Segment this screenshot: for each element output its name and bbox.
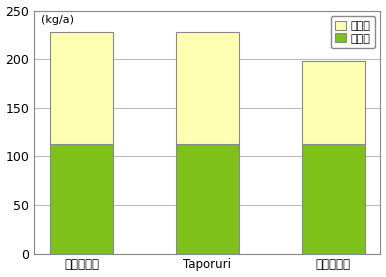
- Bar: [50, 32, 113, 144]
- Bar: [176, 144, 239, 253]
- Bar: [302, 61, 365, 144]
- Bar: [50, 144, 113, 253]
- Bar: [176, 32, 239, 144]
- Bar: [302, 144, 365, 253]
- Text: (kg/a): (kg/a): [41, 16, 74, 25]
- Legend: 二番草, 一番草: 二番草, 一番草: [330, 16, 375, 48]
